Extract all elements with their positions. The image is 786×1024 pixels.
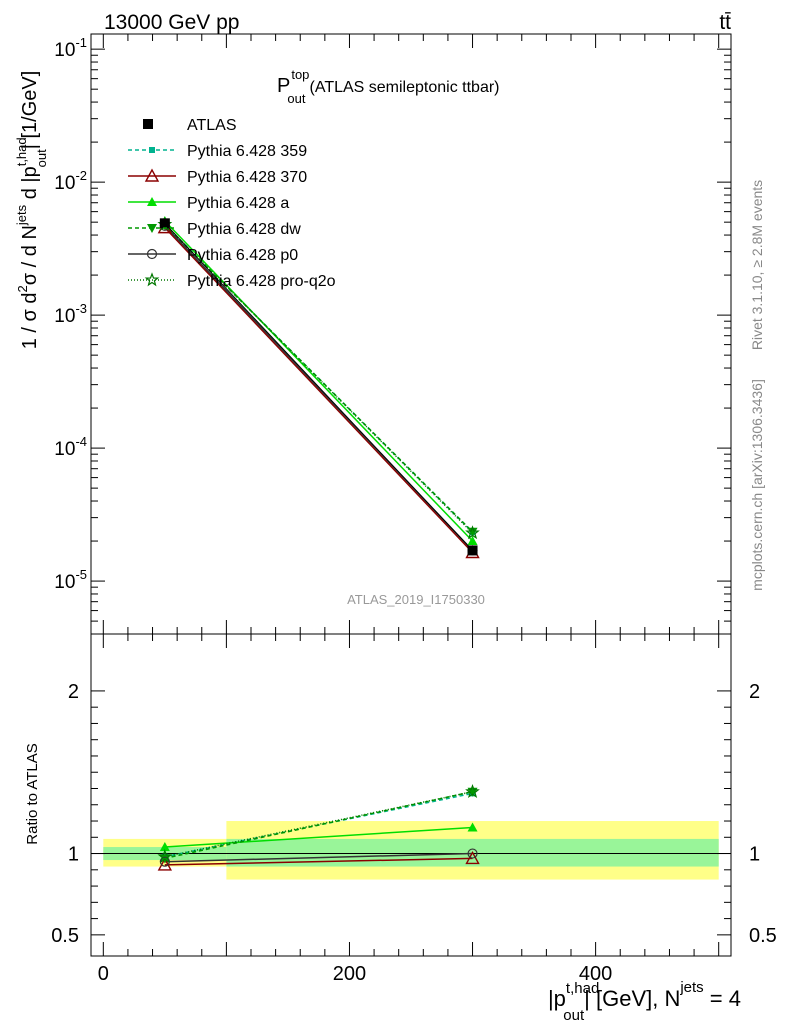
process-label: tt̄ bbox=[719, 11, 731, 34]
ratio-series-point bbox=[467, 822, 478, 832]
legend-marker bbox=[144, 168, 160, 182]
rivet-label: Rivet 3.1.10, ≥ 2.8M events bbox=[749, 180, 765, 350]
ratio-series-line bbox=[164, 857, 473, 866]
legend-label: Pythia 6.428 pro-q2o bbox=[187, 273, 336, 290]
main-title-rest: (ATLAS semileptonic ttbar) bbox=[310, 79, 500, 96]
ratio-series-lines bbox=[164, 790, 473, 866]
main-title-symbol: P bbox=[277, 75, 290, 97]
main-axes: 10-5 10-4 10-3 10-2 10-1 bbox=[54, 34, 731, 635]
legend-label: Pythia 6.428 370 bbox=[187, 169, 307, 186]
main-ytick-label: 10-1 bbox=[54, 35, 87, 61]
ratio-series-point bbox=[159, 856, 170, 867]
ratio-series-markers bbox=[157, 783, 480, 871]
atlas-data-line bbox=[164, 222, 473, 551]
main-series-point bbox=[467, 527, 478, 537]
ratio-ytick-label-left: 0.5 bbox=[51, 925, 79, 947]
main-ytick-label: 10-4 bbox=[54, 434, 87, 460]
ratio-series-point bbox=[159, 842, 170, 852]
atlas-data-point bbox=[467, 545, 478, 556]
legend-atlas-label: ATLAS bbox=[187, 117, 237, 134]
legend-label: Pythia 6.428 359 bbox=[187, 143, 307, 160]
main-ylabel: 1 / σ d2σ / d Njets d |pt,had out| [1/GeV… bbox=[14, 71, 49, 350]
atlas-data-point bbox=[159, 218, 170, 229]
ratio-ytick-label-right: 1 bbox=[749, 844, 760, 866]
ratio-series-line bbox=[164, 852, 473, 863]
main-ytick-label: 10-2 bbox=[54, 168, 87, 194]
xtick-label: 0 bbox=[98, 963, 109, 985]
ratio-series-point bbox=[465, 783, 480, 799]
legend-marker bbox=[146, 248, 158, 260]
main-title-sub: out bbox=[287, 91, 305, 106]
ratio-ytick-label-left: 1 bbox=[68, 844, 79, 866]
legend-marker bbox=[147, 197, 157, 206]
main-series-line bbox=[164, 227, 474, 554]
legend-label: Pythia 6.428 a bbox=[187, 195, 289, 212]
ratio-panel: 0.5 0.5 1 1 2 2 0 200 400 bbox=[51, 633, 777, 985]
legend-atlas-marker bbox=[143, 119, 153, 129]
main-ytick-label: 10-3 bbox=[54, 301, 87, 327]
ratio-series-point bbox=[467, 848, 478, 859]
legend-marker bbox=[144, 272, 160, 287]
ratio-ytick-label-right: 2 bbox=[749, 681, 760, 703]
main-title-sup: top bbox=[291, 67, 309, 82]
main-panel: 10-5 10-4 10-3 10-2 10-1 bbox=[54, 33, 732, 635]
analysis-watermark: ATLAS_2019_I1750330 bbox=[347, 592, 485, 607]
ratio-series-line bbox=[164, 790, 473, 860]
ratio-ytick-label-left: 2 bbox=[68, 681, 79, 703]
legend-marker bbox=[147, 224, 157, 233]
energy-label: 13000 GeV pp bbox=[104, 11, 239, 34]
ratio-axes: 0.5 0.5 1 1 2 2 0 200 400 bbox=[51, 634, 777, 985]
main-title: Ptop out (ATLAS semileptonic ttbar) bbox=[277, 67, 500, 106]
ratio-ytick-label-right: 0.5 bbox=[749, 925, 777, 947]
xtick-label: 200 bbox=[333, 963, 366, 985]
legend-label: Pythia 6.428 p0 bbox=[187, 247, 298, 264]
main-series-point bbox=[465, 525, 480, 540]
xtick-label: 400 bbox=[579, 963, 612, 985]
legend-marker bbox=[149, 147, 155, 153]
main-ytick-label: 10-5 bbox=[54, 567, 87, 593]
main-series-markers bbox=[157, 216, 480, 559]
mcplots-label: mcplots.cern.ch [arXiv:1306.3436] bbox=[749, 379, 765, 591]
legend: ATLAS Pythia 6.428 359 Pythia 6.428 370 Pyt… bbox=[128, 117, 336, 290]
legend-label: Pythia 6.428 dw bbox=[187, 221, 301, 238]
ratio-series-line bbox=[164, 826, 473, 848]
main-series-line bbox=[164, 220, 474, 542]
ratio-series-point bbox=[157, 849, 173, 864]
main-series-line bbox=[164, 223, 474, 534]
ratio-frame bbox=[90, 633, 732, 957]
main-series-point bbox=[467, 536, 478, 546]
ratio-series-point bbox=[465, 850, 480, 865]
ratio-series-point bbox=[157, 857, 173, 871]
ratio-ylabel: Ratio to ATLAS bbox=[24, 743, 41, 844]
main-series-lines bbox=[164, 220, 474, 554]
x-axis-label: |pt,had out| [GeV], Njets = 4 bbox=[548, 979, 741, 1024]
